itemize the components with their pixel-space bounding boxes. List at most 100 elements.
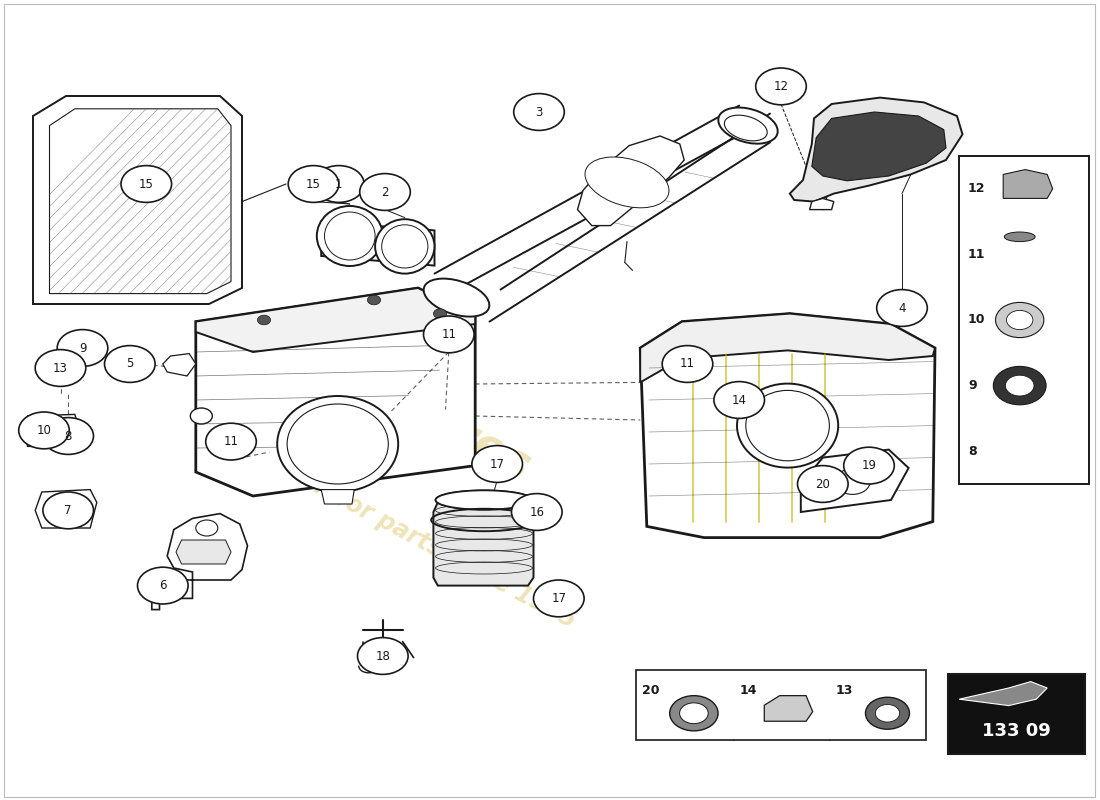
Text: 12: 12 bbox=[968, 182, 986, 195]
Circle shape bbox=[48, 422, 88, 450]
Circle shape bbox=[104, 346, 155, 382]
Text: 13: 13 bbox=[53, 362, 68, 374]
Polygon shape bbox=[24, 414, 79, 446]
Polygon shape bbox=[196, 288, 475, 496]
Circle shape bbox=[866, 698, 910, 730]
Ellipse shape bbox=[718, 107, 778, 144]
Circle shape bbox=[798, 466, 848, 502]
Circle shape bbox=[1006, 310, 1033, 330]
Circle shape bbox=[844, 447, 894, 484]
Text: 133 09: 133 09 bbox=[982, 722, 1050, 740]
Ellipse shape bbox=[436, 490, 532, 510]
Polygon shape bbox=[196, 288, 475, 352]
Ellipse shape bbox=[737, 383, 838, 467]
Ellipse shape bbox=[277, 396, 398, 492]
Polygon shape bbox=[152, 514, 248, 610]
Circle shape bbox=[877, 290, 927, 326]
Circle shape bbox=[680, 703, 708, 724]
Circle shape bbox=[257, 315, 271, 325]
Circle shape bbox=[70, 339, 95, 357]
Ellipse shape bbox=[424, 278, 490, 317]
Text: 17: 17 bbox=[551, 592, 566, 605]
Circle shape bbox=[514, 94, 564, 130]
Text: 13: 13 bbox=[836, 684, 854, 698]
Text: 19: 19 bbox=[861, 459, 877, 472]
Polygon shape bbox=[801, 450, 909, 512]
Ellipse shape bbox=[324, 212, 375, 260]
Polygon shape bbox=[35, 490, 97, 528]
Circle shape bbox=[1005, 375, 1034, 396]
Circle shape bbox=[358, 638, 408, 674]
Polygon shape bbox=[321, 222, 434, 266]
Circle shape bbox=[57, 330, 108, 366]
Text: 8: 8 bbox=[65, 430, 72, 442]
Text: 4: 4 bbox=[899, 302, 905, 314]
Circle shape bbox=[835, 469, 870, 494]
Text: 5: 5 bbox=[126, 358, 133, 370]
Polygon shape bbox=[321, 490, 354, 504]
FancyBboxPatch shape bbox=[636, 670, 926, 740]
Ellipse shape bbox=[317, 206, 383, 266]
Text: 8: 8 bbox=[968, 445, 977, 458]
Text: 11: 11 bbox=[441, 328, 456, 341]
Text: 7: 7 bbox=[65, 504, 72, 517]
Ellipse shape bbox=[436, 490, 532, 510]
Text: 15: 15 bbox=[306, 178, 321, 190]
Circle shape bbox=[670, 696, 718, 731]
Text: 1: 1 bbox=[336, 178, 342, 190]
Circle shape bbox=[472, 446, 522, 482]
Text: 18: 18 bbox=[375, 650, 390, 662]
Polygon shape bbox=[1003, 170, 1053, 198]
Circle shape bbox=[756, 68, 806, 105]
Circle shape bbox=[190, 408, 212, 424]
Circle shape bbox=[121, 166, 172, 202]
Text: 6: 6 bbox=[160, 579, 166, 592]
Ellipse shape bbox=[725, 115, 767, 141]
Circle shape bbox=[512, 494, 562, 530]
FancyBboxPatch shape bbox=[948, 674, 1085, 754]
Polygon shape bbox=[578, 136, 684, 226]
Ellipse shape bbox=[746, 390, 829, 461]
Text: 9: 9 bbox=[79, 342, 86, 354]
Circle shape bbox=[35, 350, 86, 386]
Circle shape bbox=[43, 355, 78, 381]
Circle shape bbox=[196, 520, 218, 536]
Polygon shape bbox=[50, 109, 231, 294]
Polygon shape bbox=[959, 682, 1047, 706]
Ellipse shape bbox=[287, 404, 388, 484]
Circle shape bbox=[51, 361, 70, 375]
Polygon shape bbox=[33, 96, 242, 304]
Circle shape bbox=[57, 428, 79, 444]
Circle shape bbox=[367, 295, 381, 305]
Polygon shape bbox=[810, 198, 834, 210]
Circle shape bbox=[876, 705, 900, 722]
Text: eurospares: eurospares bbox=[254, 310, 538, 490]
Text: 3: 3 bbox=[536, 106, 542, 118]
Text: 11: 11 bbox=[680, 358, 695, 370]
Ellipse shape bbox=[375, 219, 434, 274]
Circle shape bbox=[19, 412, 69, 449]
Text: 14: 14 bbox=[739, 684, 757, 698]
Circle shape bbox=[424, 316, 474, 353]
Text: 15: 15 bbox=[139, 178, 154, 190]
Text: 9: 9 bbox=[968, 379, 977, 392]
Circle shape bbox=[43, 418, 94, 454]
Polygon shape bbox=[812, 112, 946, 181]
Text: 10: 10 bbox=[36, 424, 52, 437]
Circle shape bbox=[206, 423, 256, 460]
Circle shape bbox=[43, 492, 94, 529]
Ellipse shape bbox=[382, 225, 428, 268]
Text: 11: 11 bbox=[968, 248, 986, 261]
Circle shape bbox=[60, 332, 104, 364]
Ellipse shape bbox=[1004, 232, 1035, 242]
Polygon shape bbox=[176, 540, 231, 564]
Text: 16: 16 bbox=[529, 506, 544, 518]
Text: a passion for parts since 1985: a passion for parts since 1985 bbox=[212, 423, 580, 633]
Ellipse shape bbox=[585, 157, 669, 208]
Text: 12: 12 bbox=[773, 80, 789, 93]
Circle shape bbox=[138, 567, 188, 604]
Text: 10: 10 bbox=[968, 314, 986, 326]
Text: 20: 20 bbox=[815, 478, 830, 490]
Ellipse shape bbox=[534, 586, 583, 610]
Circle shape bbox=[714, 382, 764, 418]
